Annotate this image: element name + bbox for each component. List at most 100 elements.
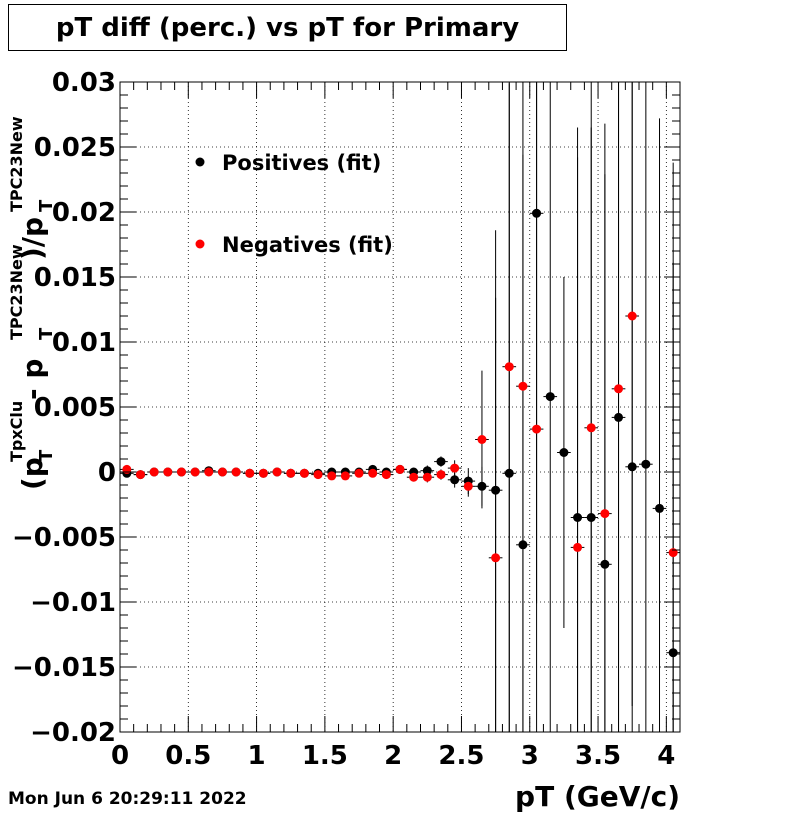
negatives-point bbox=[340, 471, 350, 481]
x-tick-label: 0.5 bbox=[165, 741, 211, 771]
grid bbox=[119, 81, 680, 733]
y-tick-label: 0.01 bbox=[52, 328, 116, 358]
positives-point bbox=[436, 457, 446, 467]
x-tick-label: 3 bbox=[521, 741, 539, 771]
negatives-point bbox=[272, 467, 282, 477]
negatives-point bbox=[463, 481, 473, 491]
negatives-point bbox=[135, 470, 145, 480]
negatives-point bbox=[204, 467, 214, 477]
y-axis-label-sup1: TpxClu bbox=[7, 401, 26, 462]
positives-point bbox=[477, 481, 487, 491]
legend: Positives (fit) Negatives (fit) bbox=[195, 151, 393, 257]
y-tick-label: 0.025 bbox=[34, 133, 116, 163]
data-points bbox=[122, 208, 678, 658]
positives-point bbox=[655, 503, 665, 513]
negatives-point bbox=[176, 467, 186, 477]
y-tick-label: −0.01 bbox=[30, 588, 116, 618]
negatives-point bbox=[354, 468, 364, 478]
positives-point bbox=[573, 513, 583, 522]
legend-marker bbox=[195, 239, 205, 249]
x-tick-label: 3.5 bbox=[575, 741, 621, 771]
negatives-point bbox=[299, 468, 309, 478]
x-tick-labels: 0 0.5 1 1.5 2 2.5 3 3.5 4 bbox=[111, 741, 675, 771]
positives-point bbox=[614, 412, 624, 422]
y-axis-label-sub2: T bbox=[36, 327, 57, 340]
legend-label: Negatives (fit) bbox=[222, 233, 393, 257]
negatives-point bbox=[149, 467, 159, 477]
negatives-point bbox=[627, 311, 637, 321]
negatives-point bbox=[163, 467, 173, 477]
positives-point bbox=[422, 466, 432, 476]
x-tick-label: 0 bbox=[111, 741, 129, 771]
negatives-point bbox=[532, 424, 542, 434]
negatives-point bbox=[122, 464, 132, 474]
positives-point bbox=[668, 648, 678, 658]
negatives-point bbox=[381, 470, 391, 480]
negatives-point bbox=[436, 470, 446, 480]
y-axis-label-minus: - p bbox=[16, 359, 49, 400]
x-tick-label: 2.5 bbox=[438, 741, 484, 771]
y-axis-label: (p T TpxClu - p T TPC23New )/p T TPC23Ne… bbox=[7, 116, 57, 490]
negatives-point bbox=[586, 423, 596, 433]
positives-point bbox=[518, 540, 528, 550]
negatives-point bbox=[258, 468, 268, 478]
negatives-point bbox=[422, 472, 432, 482]
y-tick-label: 0.015 bbox=[34, 263, 116, 293]
y-tick-label: 0.03 bbox=[52, 68, 116, 98]
y-axis-label-sub1: T bbox=[36, 449, 57, 462]
y-tick-label: −0.02 bbox=[30, 718, 116, 748]
negatives-point bbox=[504, 362, 514, 372]
positives-point bbox=[627, 462, 637, 472]
y-tick-label: 0.02 bbox=[52, 198, 116, 228]
negatives-point bbox=[518, 381, 528, 391]
positives-point bbox=[545, 392, 555, 402]
x-tick-label: 4 bbox=[657, 741, 675, 771]
negatives-point bbox=[231, 467, 241, 477]
negatives-point bbox=[327, 471, 337, 481]
chart-title: pT diff (perc.) vs pT for Primary bbox=[55, 12, 520, 43]
x-tick-label: 2 bbox=[384, 741, 402, 771]
positives-point bbox=[450, 475, 460, 485]
timestamp: Mon Jun 6 20:29:11 2022 bbox=[8, 789, 247, 809]
legend-label: Positives (fit) bbox=[222, 151, 381, 175]
positives-point bbox=[600, 559, 610, 569]
x-tick-label: 1 bbox=[248, 741, 266, 771]
y-axis-label-sup2: TPC23New bbox=[7, 244, 26, 340]
negatives-point bbox=[409, 472, 419, 482]
negatives-point bbox=[477, 435, 487, 444]
negatives-point bbox=[395, 464, 405, 474]
y-axis-label-close: )/p bbox=[16, 217, 49, 260]
y-tick-label: 0.005 bbox=[34, 393, 116, 423]
negatives-point bbox=[368, 468, 378, 478]
negatives-point bbox=[668, 548, 678, 558]
positives-point bbox=[586, 513, 596, 522]
negatives-point bbox=[245, 468, 255, 478]
y-tick-label: −0.005 bbox=[12, 523, 116, 553]
y-axis-label-sup3: TPC23New bbox=[7, 116, 26, 212]
x-axis-label: pT (GeV/c) bbox=[515, 780, 680, 813]
positives-point bbox=[559, 448, 569, 457]
negatives-point bbox=[286, 468, 296, 478]
x-tick-label: 1.5 bbox=[302, 741, 348, 771]
negatives-point bbox=[217, 467, 227, 477]
negatives-point bbox=[450, 463, 460, 473]
positives-point bbox=[532, 208, 542, 218]
y-axis-label-sub3: T bbox=[36, 199, 57, 212]
negatives-point bbox=[313, 470, 323, 480]
y-axis-label-open: (p bbox=[16, 457, 49, 490]
legend-marker bbox=[195, 157, 205, 167]
negatives-point bbox=[600, 509, 610, 519]
positives-point bbox=[641, 459, 651, 469]
y-tick-labels: −0.02 −0.015 −0.01 −0.005 0 0.005 0.01 0.015 0.0… bbox=[12, 68, 116, 748]
chart-title-box: pT diff (perc.) vs pT for Primary bbox=[8, 4, 567, 51]
negatives-point bbox=[573, 542, 583, 552]
y-tick-label: 0 bbox=[98, 458, 116, 488]
negatives-point bbox=[491, 553, 501, 563]
negatives-point bbox=[190, 467, 200, 477]
negatives-point bbox=[614, 384, 624, 394]
y-tick-label: −0.015 bbox=[12, 653, 116, 683]
axis-ticks bbox=[119, 81, 681, 733]
positives-point bbox=[491, 485, 501, 495]
positives-point bbox=[504, 468, 514, 478]
